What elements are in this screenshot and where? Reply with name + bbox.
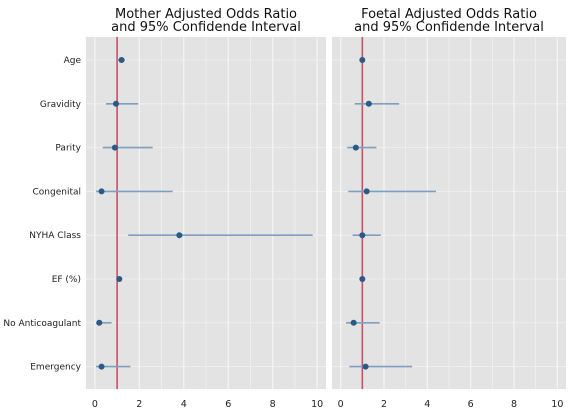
estimate-point-0-4 bbox=[176, 232, 183, 239]
estimate-point-1-1 bbox=[365, 100, 372, 107]
chart-title-1-line-1: and 95% Confidende Interval bbox=[354, 20, 544, 35]
x-tick-label-0-2: 2 bbox=[136, 399, 142, 409]
estimate-point-0-5 bbox=[116, 276, 123, 282]
estimate-point-1-7 bbox=[362, 363, 369, 370]
x-tick-label-0-4: 4 bbox=[181, 399, 187, 409]
category-label-1: Gravidity bbox=[40, 100, 82, 110]
chart-title-0-line-0: Mother Adjusted Odds Ratio bbox=[115, 7, 297, 22]
category-label-4: NYHA Class bbox=[29, 231, 81, 241]
estimate-point-0-2 bbox=[111, 144, 118, 151]
estimate-point-1-2 bbox=[352, 144, 359, 151]
x-tick-label-1-0: 0 bbox=[338, 399, 344, 409]
estimate-point-1-0 bbox=[359, 57, 366, 63]
x-tick-label-0-8: 8 bbox=[270, 399, 276, 409]
category-label-0: Age bbox=[64, 56, 82, 66]
x-tick-label-1-6: 6 bbox=[468, 399, 474, 409]
x-tick-label-0-10: 10 bbox=[311, 399, 323, 409]
estimate-point-1-5 bbox=[359, 276, 366, 282]
category-label-2: Parity bbox=[55, 144, 81, 154]
estimate-point-0-6 bbox=[96, 319, 103, 326]
x-tick-label-1-4: 4 bbox=[424, 399, 430, 409]
estimate-point-1-6 bbox=[350, 319, 357, 326]
x-tick-label-0-6: 6 bbox=[225, 399, 231, 409]
category-label-5: EF (%) bbox=[52, 275, 81, 285]
x-tick-label-0-0: 0 bbox=[92, 399, 98, 409]
category-label-7: Emergency bbox=[30, 363, 81, 373]
category-label-3: Congenital bbox=[33, 187, 82, 197]
category-label-6: No Anticoagulant bbox=[3, 319, 81, 329]
chart-title-0-line-1: and 95% Confidende Interval bbox=[111, 20, 301, 35]
x-tick-label-1-2: 2 bbox=[381, 399, 387, 409]
x-tick-label-1-10: 10 bbox=[551, 399, 563, 409]
estimate-point-0-0 bbox=[118, 57, 125, 63]
estimate-point-0-1 bbox=[113, 100, 119, 107]
estimate-point-0-3 bbox=[98, 188, 105, 195]
x-tick-label-1-8: 8 bbox=[511, 399, 517, 409]
chart-title-1-line-0: Foetal Adjusted Odds Ratio bbox=[361, 7, 537, 22]
estimate-point-1-4 bbox=[359, 232, 366, 239]
estimate-point-0-7 bbox=[98, 363, 105, 370]
estimate-point-1-3 bbox=[363, 188, 370, 195]
